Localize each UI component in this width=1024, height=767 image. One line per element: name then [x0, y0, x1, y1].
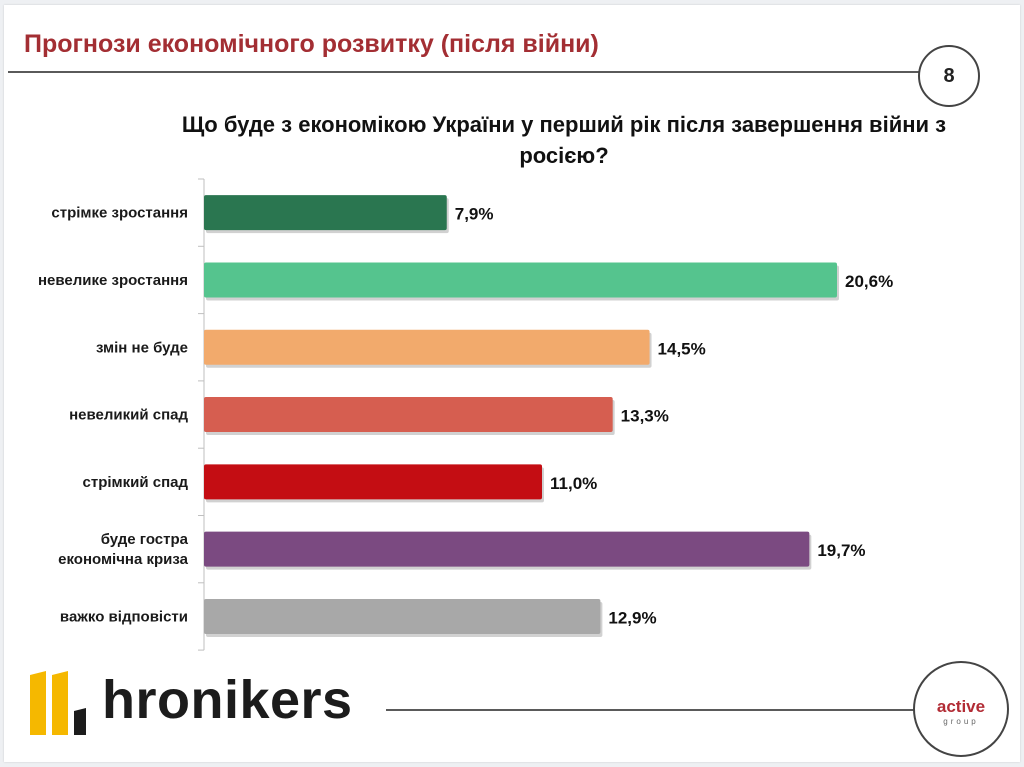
category-label-line: невелике зростання [38, 272, 188, 289]
category-label-line: стрімкий спад [83, 474, 189, 491]
footer-divider [386, 709, 916, 711]
category-label: невелике зростання [38, 272, 188, 289]
bar [204, 531, 810, 567]
category-label: змін не буде [96, 339, 188, 356]
category-label-line: змін не буде [96, 339, 188, 356]
group-logo-word: group [943, 717, 979, 726]
chart-question: Що буде з економікою України у перший рі… [181, 112, 947, 168]
category-label: стрімкий спад [83, 474, 189, 491]
data-label: 7,9% [455, 205, 494, 224]
bar-chart: 7,9% стрімке зростання 20,6% невелике зрост… [38, 178, 893, 651]
slide: Прогнози економічного розвитку (після ві… [4, 5, 1020, 762]
page-number: 8 [943, 64, 955, 87]
bar [204, 397, 613, 433]
data-label: 12,9% [608, 608, 656, 627]
category-label-line: буде гостра [101, 531, 189, 548]
bar [204, 195, 447, 231]
data-label: 14,5% [658, 339, 706, 358]
title-divider [8, 71, 920, 73]
data-label: 13,3% [621, 407, 669, 426]
data-label: 11,0% [550, 474, 597, 493]
bar [204, 464, 543, 500]
bar [204, 262, 837, 298]
bar [204, 329, 650, 365]
category-label-line: економічна криза [58, 551, 189, 568]
category-label: стрімке зростання [51, 205, 188, 222]
category-label: невеликий спад [69, 407, 188, 424]
category-label-line: невеликий спад [69, 407, 188, 424]
data-label: 19,7% [817, 541, 865, 560]
category-label: буде гостра економічна криза [58, 531, 189, 568]
hronikers-logo-icon [30, 671, 86, 740]
data-label: 20,6% [845, 272, 893, 291]
page-number-badge: 8 [918, 45, 980, 107]
category-label-line: важко відповісти [60, 608, 188, 625]
category-label: важко відповісти [60, 608, 188, 625]
category-label-line: стрімке зростання [51, 205, 188, 222]
active-group-logo: active group [913, 661, 1009, 757]
slide-title: Прогнози економічного розвитку (після ві… [24, 30, 599, 58]
bar [204, 598, 601, 634]
hronikers-logo-text: hronikers [102, 670, 353, 730]
active-logo-word: active [936, 697, 986, 716]
